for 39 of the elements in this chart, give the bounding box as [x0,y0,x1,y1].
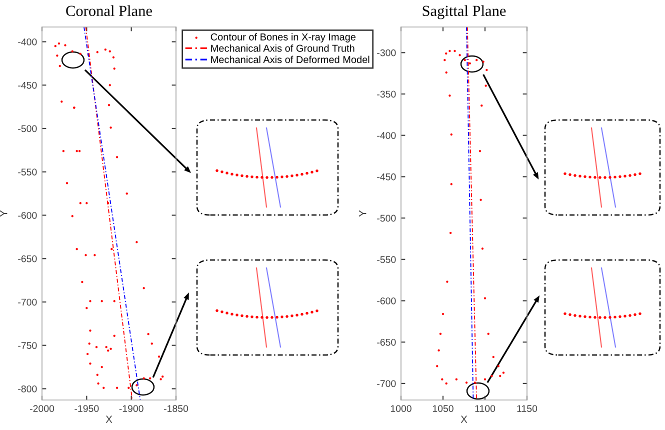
y-tick-label: -600 [18,212,37,219]
y-tick-label: -550 [18,168,37,176]
x-tick-label: -1850 [164,405,188,412]
x-tick-label: -2000 [30,405,54,412]
point [449,232,452,234]
x-tick-label: 1000 [390,405,412,412]
y-tick-label: -700 [377,380,396,388]
x-tick-label: -1900 [119,405,144,412]
y-tick-label: -800 [18,385,37,392]
point [478,150,482,152]
x-axis-title: X [460,416,468,423]
y-axis-title: Y [359,210,366,217]
y-tick-label: -500 [377,214,396,222]
y-tick-label: -350 [377,90,396,98]
y-tick-label: -450 [18,82,37,89]
point [442,312,444,316]
legend-label: Mechanical Axis of Deformed Model [211,56,370,64]
y-tick-label: -400 [377,132,396,139]
y-tick-label: -700 [18,298,37,306]
y-tick-label: -450 [377,173,396,180]
chart-title: Sagittal Plane [422,5,506,20]
y-tick-label: -750 [18,342,37,349]
x-tick-label: 1150 [517,405,538,412]
y-tick-label: -550 [377,256,396,264]
y-tick-label: -400 [18,38,37,46]
x-tick-label: 1100 [475,405,496,412]
y-tick-label: -650 [18,255,37,262]
y-tick-label: -650 [377,338,396,346]
legend-label: Mechanical Axis of Ground Truth [211,44,354,52]
y-tick-label: -600 [377,297,396,304]
y-tick-label: -500 [18,125,37,132]
y-axis-title: Y [0,210,8,217]
point [497,364,500,368]
chart-title: Coronal Plane [66,5,152,16]
x-tick-label: 1050 [432,405,454,412]
y-tick-label: -300 [377,49,396,56]
x-axis-title: X [106,416,112,423]
x-tick-label: -1950 [74,405,99,412]
legend-label: Contour of Bones in X-ray Image [210,33,356,42]
